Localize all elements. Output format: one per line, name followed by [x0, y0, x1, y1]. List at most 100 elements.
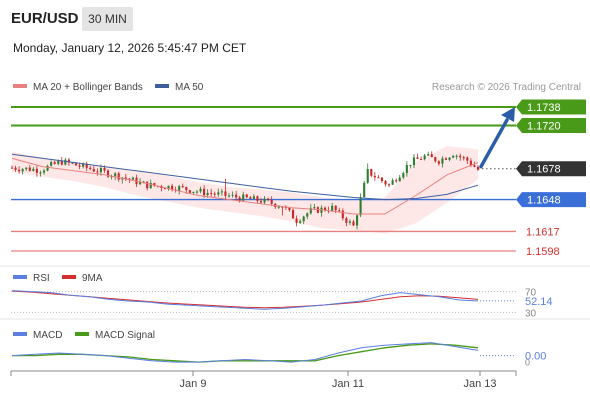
main-legend: MA 20 + Bollinger Bands MA 50: [13, 82, 204, 93]
resistance-price-label: 1.1738: [527, 102, 561, 114]
candle-body: [231, 194, 234, 196]
watermark: Research © 2026 Trading Central: [432, 82, 581, 93]
resistance-price-tag: [516, 118, 586, 134]
candle-body: [21, 169, 24, 172]
price-levels: [11, 106, 516, 252]
candle-body: [288, 207, 291, 211]
candle-body: [167, 185, 170, 190]
candle-body: [277, 206, 280, 208]
candle-body: [370, 169, 373, 176]
candle-body: [345, 218, 348, 223]
candle-body: [39, 172, 42, 174]
candle-body: [188, 190, 191, 193]
legend-rsi: RSI: [33, 273, 50, 284]
resistance-price-label: 1.1720: [527, 121, 561, 133]
candle-body: [25, 167, 28, 170]
candle-body: [245, 194, 248, 198]
candle-body: [74, 163, 78, 166]
candle-body: [402, 173, 405, 178]
candle-body: [444, 158, 448, 160]
candle-body: [153, 183, 156, 186]
candle-body: [71, 162, 74, 164]
legend-swatch-ma20: [13, 84, 27, 88]
candle-body: [60, 160, 63, 165]
pivot-price-label: 1.1648: [527, 195, 561, 207]
candle-body: [412, 157, 416, 165]
time-axis-label: Jan 9: [180, 378, 207, 390]
candle-body: [366, 169, 369, 183]
candle-body: [82, 163, 85, 167]
candle-body: [235, 194, 238, 198]
legend-rsi-ma: 9MA: [82, 273, 103, 284]
candle-body: [423, 155, 426, 160]
candle-body: [341, 210, 344, 219]
macd-tick-label: 0: [525, 358, 530, 368]
candle-body: [373, 175, 376, 178]
macd-value-label: 0.00: [525, 351, 546, 363]
candle-body: [448, 157, 451, 160]
macd-panel: 0.000: [11, 342, 546, 368]
candle-body: [420, 158, 423, 160]
candle-body: [384, 180, 387, 185]
legend-swatch-ma50: [155, 84, 169, 88]
candle-body: [416, 157, 419, 159]
candle-body: [380, 177, 384, 181]
candle-body: [28, 167, 31, 171]
current-price-label: 1.1678: [527, 164, 561, 176]
candle-body: [78, 165, 81, 167]
candle-body: [146, 181, 149, 189]
candle-body: [427, 154, 430, 156]
candle-body: [377, 177, 380, 179]
candle-body: [398, 177, 401, 182]
candle-body: [192, 191, 195, 193]
candle-body: [50, 162, 53, 166]
support-price-label: 1.1617: [526, 226, 560, 238]
candle-body: [195, 191, 199, 193]
bollinger-band-area: [12, 146, 478, 234]
candle-body: [46, 165, 49, 171]
candle-body: [334, 205, 337, 211]
legend-macd-signal: MACD Signal: [95, 330, 155, 341]
candle-body: [249, 197, 252, 199]
legend-swatch-rsi: [13, 275, 27, 279]
candle-body: [85, 163, 88, 168]
candle-body: [213, 193, 216, 195]
time-axis-label: Jan 11: [332, 378, 364, 390]
candle-body: [114, 173, 117, 177]
candle-body: [227, 195, 231, 197]
time-axis-label: Jan 13: [463, 378, 496, 390]
candle-body: [238, 197, 241, 201]
candle-body: [281, 206, 284, 208]
macd-legend: MACD MACD Signal: [13, 330, 155, 341]
candle-body: [256, 196, 259, 201]
candle-body: [42, 170, 46, 173]
candle-body: [106, 170, 110, 177]
candle-body: [171, 185, 174, 190]
candle-body: [199, 188, 202, 192]
rsi-level-label: 30: [525, 308, 537, 319]
candle-body: [466, 157, 469, 161]
candle-body: [210, 192, 213, 194]
projection-arrow: [479, 107, 515, 169]
macd-line: [11, 342, 479, 363]
candle-body: [64, 159, 67, 165]
projection-arrow-head: [501, 107, 515, 122]
candle-body: [348, 221, 351, 223]
timeframe-button[interactable]: 30 MIN: [82, 7, 133, 31]
candle-body: [441, 158, 444, 164]
rsi-line: [11, 290, 479, 310]
legend-macd: MACD: [33, 330, 62, 341]
candle-body: [291, 210, 295, 219]
candle-body: [149, 183, 152, 189]
candle-body: [89, 167, 92, 170]
candle-body: [57, 160, 60, 164]
symbol-title: EUR/USD: [11, 10, 79, 27]
candle-body: [299, 221, 302, 223]
candle-body: [10, 167, 14, 169]
candle-body: [355, 215, 359, 226]
candle-body: [92, 169, 95, 172]
candle-body: [452, 156, 455, 158]
